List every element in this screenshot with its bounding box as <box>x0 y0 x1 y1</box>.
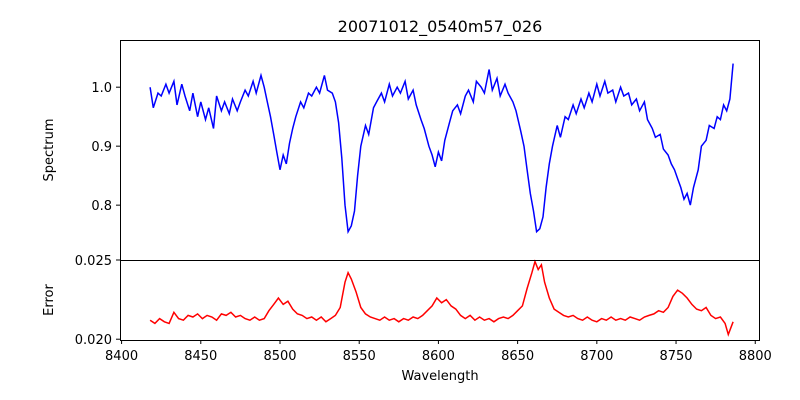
chart-title: 20071012_0540m57_026 <box>338 17 543 37</box>
xtick-label: 8550 <box>343 349 376 364</box>
error-series-line <box>149 259 734 337</box>
error-ylabel: Error <box>42 284 57 316</box>
xtick-label: 8500 <box>263 349 296 364</box>
error-ytick-label: 0.025 <box>75 254 112 269</box>
x-axis-label: Wavelength <box>401 369 478 384</box>
xtick-label: 8650 <box>501 349 534 364</box>
xtick-label: 8800 <box>739 349 772 364</box>
xtick-label: 8450 <box>184 349 217 364</box>
xtick-label: 8600 <box>422 349 455 364</box>
xtick-label: 8400 <box>105 349 138 364</box>
spectrum-ytick-label: 1.0 <box>91 81 112 96</box>
spectrum-ytick-label: 0.9 <box>91 140 112 155</box>
xtick-label: 8750 <box>659 349 692 364</box>
spectrum-series-line <box>149 63 734 235</box>
spectrum-ytick-label: 0.8 <box>91 199 112 214</box>
error-ytick-label: 0.020 <box>75 333 112 348</box>
error-axes-frame <box>120 260 760 341</box>
spectrum-ylabel: Spectrum <box>42 119 57 182</box>
xtick-label: 8700 <box>580 349 613 364</box>
